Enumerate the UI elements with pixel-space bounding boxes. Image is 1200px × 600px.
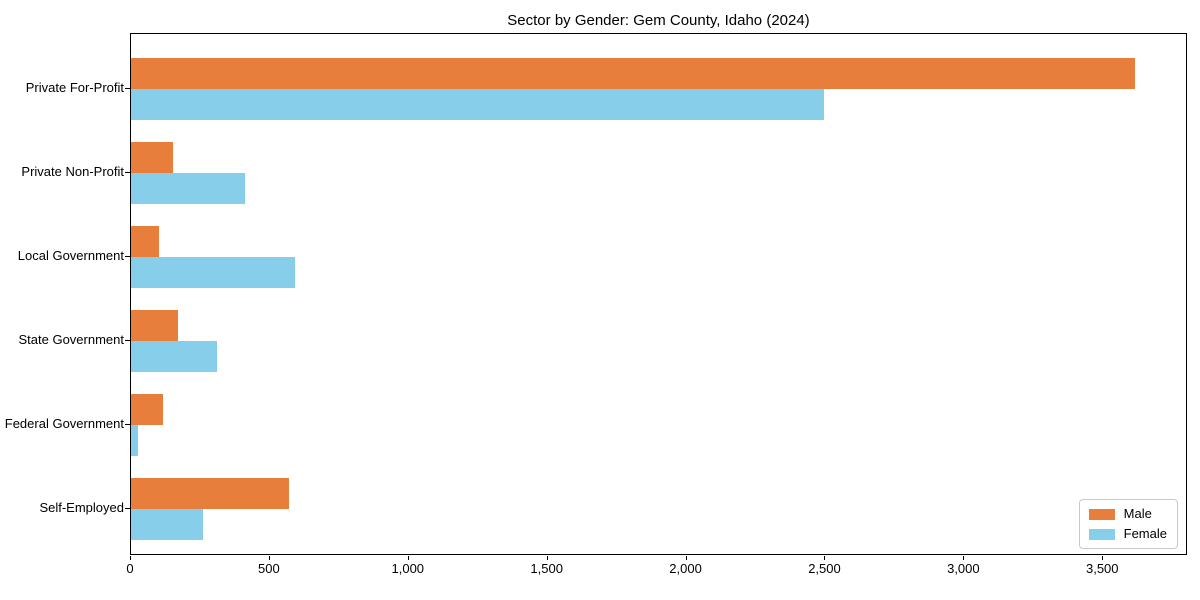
x-tick	[963, 556, 965, 560]
bar-female	[131, 257, 295, 288]
category-label: Local Government	[17, 248, 124, 263]
bar-male	[131, 478, 290, 509]
x-tick	[685, 556, 687, 560]
bar-male	[131, 58, 1135, 89]
bar-male	[131, 226, 159, 257]
category-label: State Government	[18, 332, 125, 347]
bar-female	[131, 173, 245, 204]
x-tick	[1102, 556, 1104, 560]
x-tick-label: 2,000	[669, 561, 702, 576]
x-tick-label: 500	[258, 561, 280, 576]
x-tick-label: 1,500	[530, 561, 563, 576]
y-tick	[125, 340, 130, 341]
y-tick	[125, 88, 130, 89]
plot-area: Male Female	[130, 33, 1187, 555]
y-tick	[125, 508, 130, 509]
x-tick	[546, 556, 548, 560]
legend-entry: Female	[1088, 526, 1167, 541]
x-tick-label: 2,500	[808, 561, 841, 576]
bar-male	[131, 394, 163, 425]
bar-female	[131, 341, 217, 372]
legend-swatch-male	[1088, 508, 1115, 520]
bar-female	[131, 509, 204, 540]
y-tick	[125, 256, 130, 257]
bar-female	[131, 89, 825, 120]
x-tick	[407, 556, 409, 560]
category-label: Self-Employed	[39, 500, 124, 515]
legend-swatch-female	[1088, 528, 1115, 540]
x-tick	[130, 556, 131, 560]
y-tick	[125, 424, 130, 425]
x-tick-label: 3,500	[1085, 561, 1119, 576]
y-tick	[125, 172, 130, 173]
legend-label: Female	[1123, 526, 1167, 541]
legend-entry: Male	[1088, 506, 1167, 521]
category-label: Private Non-Profit	[21, 164, 124, 179]
bar-male	[131, 310, 179, 341]
category-label: Federal Government	[4, 416, 124, 431]
bar-male	[131, 142, 173, 173]
x-tick-label: 3,000	[947, 561, 980, 576]
legend: Male Female	[1078, 499, 1178, 549]
x-tick-label: 0	[126, 561, 134, 576]
x-tick	[824, 556, 826, 560]
bar-female	[131, 425, 138, 456]
legend-label: Male	[1123, 506, 1152, 521]
x-tick-label: 1,000	[391, 561, 425, 576]
category-label: Private For-Profit	[25, 80, 124, 95]
chart-title: Sector by Gender: Gem County, Idaho (202…	[507, 12, 810, 29]
x-tick	[268, 556, 270, 560]
